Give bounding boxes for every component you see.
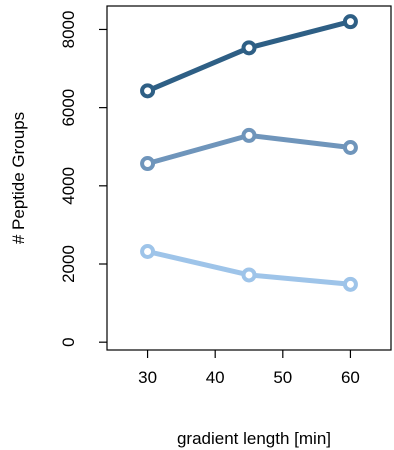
- x-tick-label: 50: [273, 368, 292, 387]
- plot-border: [106, 5, 392, 351]
- plot-area: [140, 14, 358, 292]
- data-point: [241, 40, 257, 56]
- data-point: [241, 267, 257, 283]
- y-tick-label: 2000: [59, 245, 78, 283]
- x-tick-label: 30: [138, 368, 157, 387]
- y-tick-label: 0: [59, 337, 78, 346]
- data-point: [241, 127, 257, 143]
- x-tick-label: 60: [341, 368, 360, 387]
- y-tick-label: 8000: [59, 11, 78, 49]
- data-point: [342, 140, 358, 156]
- data-point: [342, 276, 358, 292]
- axes: 30 40 50 60 0 2000 4000 6000 8000: [59, 5, 392, 387]
- data-point: [140, 156, 156, 172]
- y-tick-label: 6000: [59, 89, 78, 127]
- y-axis-title: # Peptide Groups: [9, 112, 28, 244]
- y-tick-label: 4000: [59, 167, 78, 205]
- data-point: [140, 243, 156, 259]
- x-axis-title: gradient length [min]: [177, 429, 331, 448]
- x-tick-label: 40: [206, 368, 225, 387]
- series-line-1: [145, 19, 353, 94]
- data-point: [342, 14, 358, 30]
- data-point: [140, 83, 156, 99]
